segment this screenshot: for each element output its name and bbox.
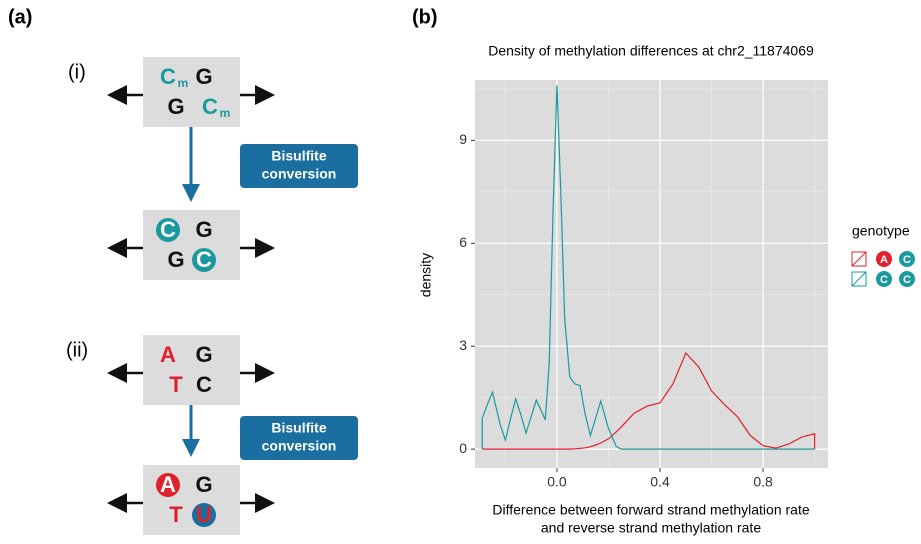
base-letter: T <box>169 372 183 397</box>
legend-key-line <box>851 251 867 267</box>
legend-key-line <box>851 271 867 287</box>
base-circle <box>192 248 216 272</box>
legend-allele: C <box>903 274 911 286</box>
y-tick-label: 3 <box>459 337 467 353</box>
legend-allele-circle <box>876 251 892 267</box>
plot-background <box>475 80 828 468</box>
legend-title: genotype <box>852 223 910 239</box>
step-label: (i) <box>68 61 86 83</box>
conversion-text: Bisulfite <box>271 420 326 436</box>
x-tick-label: 0.4 <box>650 474 670 490</box>
legend-allele: C <box>880 274 888 286</box>
base-letter: C <box>160 217 176 242</box>
conversion-text: conversion <box>262 438 337 454</box>
panel-label: (b) <box>412 6 438 28</box>
base-letter: G <box>167 247 184 272</box>
conversion-text: conversion <box>262 166 337 182</box>
conversion-box <box>240 144 358 188</box>
density-line <box>482 352 816 450</box>
legend-allele: C <box>903 254 911 266</box>
step-label: (ii) <box>66 339 88 361</box>
base-letter: G <box>195 472 212 497</box>
legend-allele-circle <box>899 251 915 267</box>
base-letter: A <box>160 342 176 367</box>
conversion-text: Bisulfite <box>271 148 326 164</box>
base-circle <box>156 473 180 497</box>
conversion-box <box>240 416 358 460</box>
legend-allele: A <box>880 254 888 266</box>
chart-title: Density of methylation differences at ch… <box>488 43 814 59</box>
base-letter: U <box>196 502 212 527</box>
x-axis-label: Difference between forward strand methyl… <box>492 502 809 518</box>
base-subscript: m <box>220 106 231 120</box>
y-tick-label: 6 <box>459 234 467 250</box>
y-tick-label: 0 <box>459 440 467 456</box>
base-letter: C <box>202 94 218 119</box>
base-letter: A <box>160 472 176 497</box>
base-letter: C <box>196 372 212 397</box>
x-axis-label: and reverse strand methylation rate <box>541 520 761 536</box>
dna-box <box>143 57 240 127</box>
base-letter: C <box>160 64 176 89</box>
legend-allele-circle <box>876 271 892 287</box>
base-letter: C <box>196 247 212 272</box>
dna-box <box>143 335 240 405</box>
base-letter: G <box>195 64 212 89</box>
base-subscript: m <box>178 76 189 90</box>
base-letter: T <box>169 502 183 527</box>
legend-allele-circle <box>899 271 915 287</box>
dna-box <box>143 210 240 280</box>
dna-box <box>143 465 240 535</box>
base-letter: G <box>195 342 212 367</box>
density-line <box>481 85 815 450</box>
x-tick-label: 0.8 <box>753 474 773 490</box>
base-circle <box>156 218 180 242</box>
y-axis-label: density <box>418 253 434 297</box>
base-letter: G <box>195 217 212 242</box>
x-tick-label: 0.0 <box>547 474 567 490</box>
panel-label: (a) <box>8 6 32 28</box>
base-circle <box>192 503 216 527</box>
base-letter: G <box>167 94 184 119</box>
y-tick-label: 9 <box>459 131 467 147</box>
